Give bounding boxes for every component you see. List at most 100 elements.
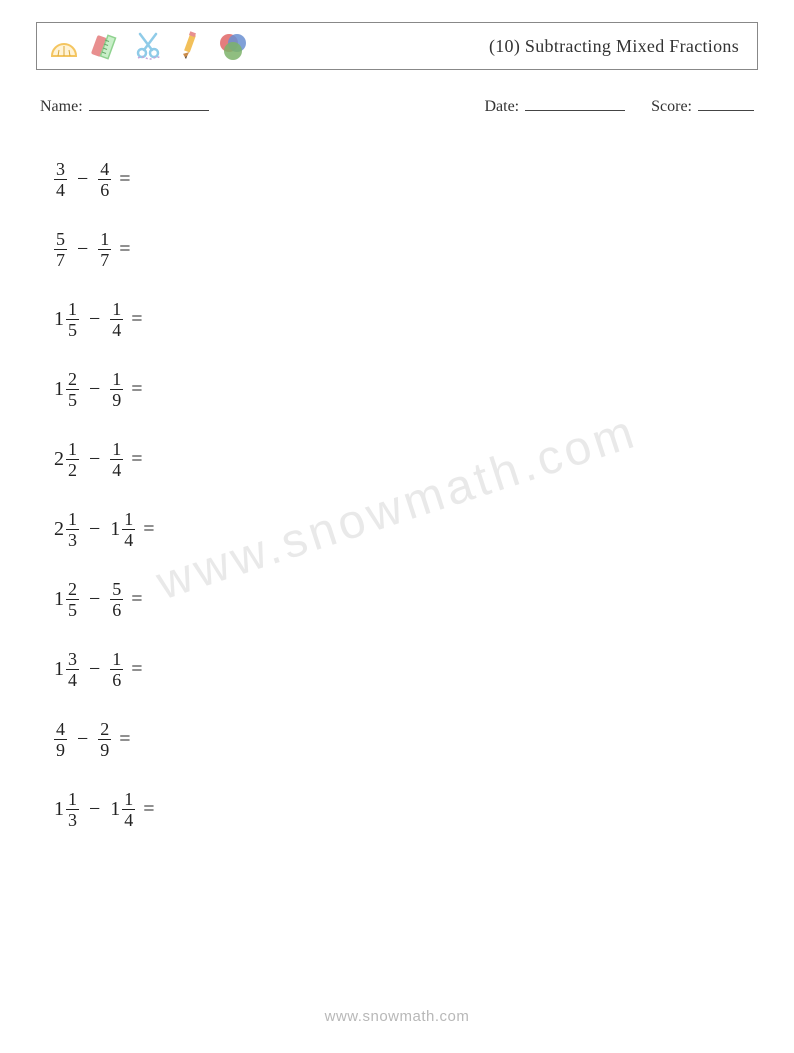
- denominator: 5: [66, 320, 79, 339]
- mixed-number: 114: [110, 790, 135, 829]
- minus-operator: −: [79, 518, 110, 541]
- info-row: Name: Date: Score:: [36, 96, 758, 116]
- denominator: 4: [54, 180, 67, 199]
- numerator: 5: [54, 230, 67, 249]
- mixed-number: 115: [54, 300, 79, 339]
- mixed-number: 17: [98, 230, 111, 269]
- equals-sign: =: [135, 798, 154, 821]
- whole-part: 1: [110, 518, 122, 541]
- problem-row: 212−14 =: [54, 424, 758, 494]
- fraction: 14: [122, 510, 135, 549]
- minus-operator: −: [79, 378, 110, 401]
- mixed-number: 19: [110, 370, 123, 409]
- problem-row: 115−14 =: [54, 284, 758, 354]
- whole-part: 2: [54, 518, 66, 541]
- fraction: 16: [110, 650, 123, 689]
- equals-sign: =: [123, 308, 142, 331]
- fraction: 14: [122, 790, 135, 829]
- problem-row: 113−114 =: [54, 774, 758, 844]
- mixed-number: 114: [110, 510, 135, 549]
- fraction: 34: [54, 160, 67, 199]
- denominator: 4: [110, 460, 123, 479]
- numerator: 1: [66, 790, 79, 809]
- denominator: 9: [110, 390, 123, 409]
- problem-row: 213−114 =: [54, 494, 758, 564]
- name-field: Name:: [40, 96, 209, 116]
- numerator: 4: [98, 160, 111, 179]
- fraction: 17: [98, 230, 111, 269]
- numerator: 1: [110, 650, 123, 669]
- mixed-number: 56: [110, 580, 123, 619]
- whole-part: 1: [54, 378, 66, 401]
- problem-list: 34−46 =57−17 =115−14 =125−19 =212−14 =21…: [54, 144, 758, 844]
- fraction: 25: [66, 580, 79, 619]
- numerator: 1: [66, 300, 79, 319]
- problem-row: 125−19 =: [54, 354, 758, 424]
- numerator: 4: [54, 720, 67, 739]
- minus-operator: −: [67, 168, 98, 191]
- worksheet-title: (10) Subtracting Mixed Fractions: [489, 36, 739, 57]
- name-blank[interactable]: [89, 96, 209, 111]
- equals-sign: =: [111, 168, 130, 191]
- score-label: Score:: [651, 98, 692, 116]
- whole-part: 1: [54, 798, 66, 821]
- numerator: 3: [66, 650, 79, 669]
- numerator: 1: [122, 510, 135, 529]
- fraction: 19: [110, 370, 123, 409]
- equals-sign: =: [135, 518, 154, 541]
- problem-row: 49−29 =: [54, 704, 758, 774]
- problem-row: 134−16 =: [54, 634, 758, 704]
- whole-part: 1: [54, 658, 66, 681]
- problem-row: 57−17 =: [54, 214, 758, 284]
- eraser-ruler-icon: [89, 29, 123, 63]
- problem-row: 125−56 =: [54, 564, 758, 634]
- scissors-icon: [131, 29, 165, 63]
- mixed-number: 49: [54, 720, 67, 759]
- footer-url: www.snowmath.com: [0, 1008, 794, 1025]
- numerator: 1: [110, 370, 123, 389]
- whole-part: 2: [54, 448, 66, 471]
- fraction: 13: [66, 790, 79, 829]
- denominator: 6: [110, 600, 123, 619]
- fraction: 25: [66, 370, 79, 409]
- fraction: 34: [66, 650, 79, 689]
- denominator: 4: [122, 530, 135, 549]
- header-icons: [47, 29, 249, 63]
- denominator: 4: [122, 810, 135, 829]
- fraction: 12: [66, 440, 79, 479]
- name-label: Name:: [40, 98, 83, 116]
- denominator: 5: [66, 390, 79, 409]
- pencil-icon: [173, 29, 207, 63]
- fraction: 56: [110, 580, 123, 619]
- denominator: 3: [66, 810, 79, 829]
- denominator: 4: [110, 320, 123, 339]
- mixed-number: 14: [110, 440, 123, 479]
- equals-sign: =: [123, 378, 142, 401]
- denominator: 9: [98, 740, 111, 759]
- numerator: 1: [122, 790, 135, 809]
- fraction: 46: [98, 160, 111, 199]
- fraction: 15: [66, 300, 79, 339]
- score-blank[interactable]: [698, 96, 754, 111]
- numerator: 3: [54, 160, 67, 179]
- numerator: 2: [98, 720, 111, 739]
- numerator: 1: [66, 510, 79, 529]
- header-box: (10) Subtracting Mixed Fractions: [36, 22, 758, 70]
- numerator: 5: [110, 580, 123, 599]
- fraction: 29: [98, 720, 111, 759]
- numerator: 1: [110, 300, 123, 319]
- fraction: 14: [110, 440, 123, 479]
- equals-sign: =: [123, 448, 142, 471]
- mixed-number: 57: [54, 230, 67, 269]
- problem-row: 34−46 =: [54, 144, 758, 214]
- mixed-number: 113: [54, 790, 79, 829]
- date-label: Date:: [484, 98, 519, 116]
- mixed-number: 125: [54, 580, 79, 619]
- worksheet-page: www.snowmath.com: [0, 0, 794, 1053]
- equals-sign: =: [111, 728, 130, 751]
- venn-icon: [215, 29, 249, 63]
- numerator: 1: [66, 440, 79, 459]
- date-blank[interactable]: [525, 96, 625, 111]
- minus-operator: −: [67, 238, 98, 261]
- minus-operator: −: [79, 658, 110, 681]
